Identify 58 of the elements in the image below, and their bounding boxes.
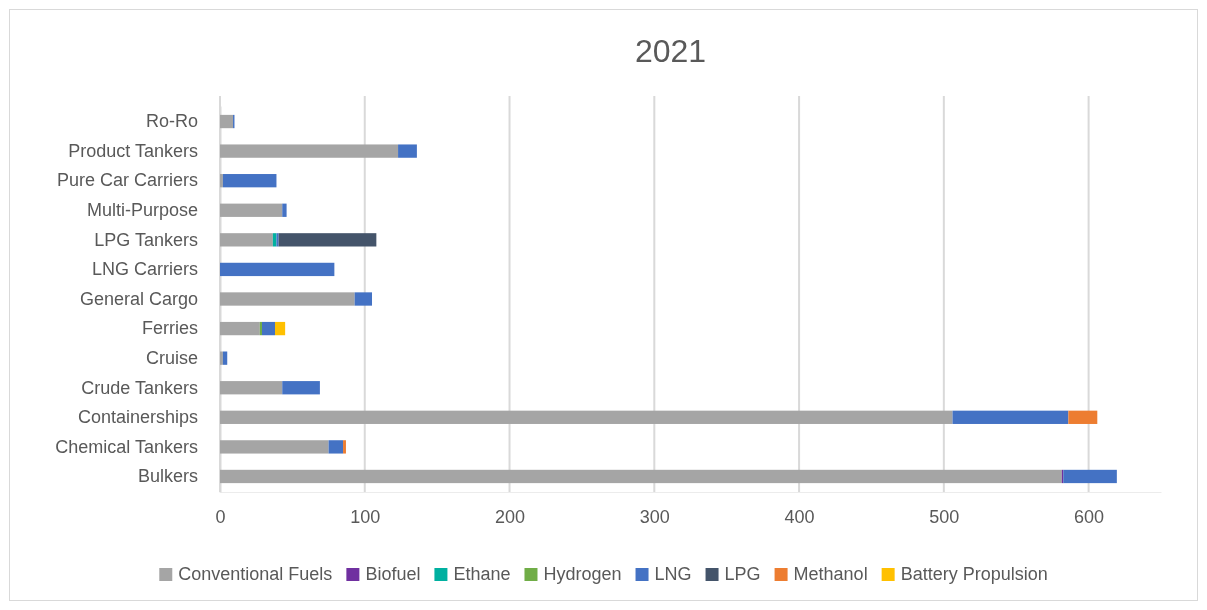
bar: [282, 381, 320, 395]
x-tick-label: 100: [350, 506, 381, 527]
bar: [220, 203, 283, 217]
x-tick-label: 200: [495, 506, 526, 527]
legend-label: LNG: [654, 564, 692, 584]
y-tick-label: Product Tankers: [68, 140, 198, 161]
x-tick-label: 0: [215, 506, 226, 527]
bar: [222, 351, 228, 365]
y-tick-label: Containerships: [77, 407, 198, 428]
bar: [220, 262, 335, 277]
bar: [1063, 469, 1117, 484]
y-tick-label: Chemical Tankers: [55, 436, 198, 457]
legend-label: Conventional Fuels: [178, 564, 333, 584]
bar: [259, 321, 262, 336]
y-tick-label: Bulkers: [137, 466, 198, 487]
bar: [343, 440, 346, 454]
y-tick-label: LPG Tankers: [94, 229, 198, 250]
bar: [398, 144, 417, 158]
chart-title: 2021: [634, 33, 707, 69]
y-tick-label: Pure Car Carriers: [56, 170, 198, 191]
y-tick-label: Ro-Ro: [145, 111, 198, 132]
legend-label: Biofuel: [365, 564, 421, 584]
bar: [220, 410, 953, 424]
legend-label: Methanol: [793, 564, 868, 584]
y-tick-label: Cruise: [145, 347, 198, 368]
bar: [222, 174, 277, 188]
bar: [220, 351, 223, 365]
bar: [220, 114, 234, 129]
x-tick-label: 300: [639, 506, 670, 527]
legend-label: Ethane: [453, 564, 511, 584]
bar: [282, 203, 287, 217]
bar: [261, 321, 276, 336]
bar: [220, 469, 1062, 484]
x-tick-label: 400: [784, 506, 815, 527]
bar: [328, 440, 344, 454]
x-tick-label: 500: [929, 506, 960, 527]
legend-label: Battery Propulsion: [900, 564, 1048, 584]
bar: [354, 292, 373, 306]
bar: [220, 321, 260, 336]
y-tick-label: Crude Tankers: [81, 377, 198, 398]
y-tick-label: General Cargo: [79, 288, 198, 309]
legend-label: LPG: [724, 564, 761, 584]
bar: [220, 381, 283, 395]
bar: [220, 144, 399, 158]
bar: [220, 440, 329, 454]
bar: [220, 233, 273, 247]
bar: [1068, 410, 1098, 424]
y-tick-label: Ferries: [141, 318, 198, 339]
y-tick-label: LNG Carriers: [91, 259, 198, 280]
bar: [276, 233, 279, 247]
x-tick-label: 600: [1074, 506, 1105, 527]
bar: [220, 174, 223, 188]
bar: [952, 410, 1069, 424]
y-tick-label: Multi-Purpose: [86, 200, 198, 221]
bar: [220, 292, 355, 306]
bar: [278, 233, 377, 247]
bar: [275, 321, 286, 336]
legend-label: Hydrogen: [543, 564, 622, 584]
